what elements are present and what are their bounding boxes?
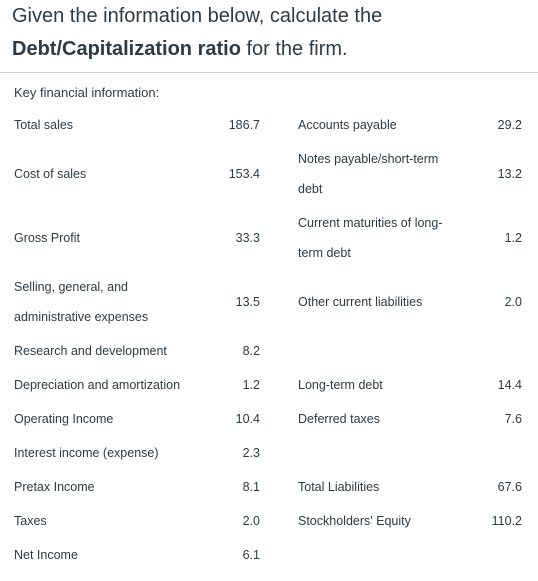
balance-label-current-maturities-line-1: Current maturities of long- bbox=[298, 216, 443, 230]
table-caption: Key financial information: bbox=[14, 85, 160, 100]
question-text: Given the information below, calculate t… bbox=[12, 0, 382, 66]
income-label-taxes: Taxes bbox=[14, 514, 47, 528]
question-emphasis: Debt/Capitalization ratio bbox=[12, 38, 241, 60]
income-label-total-sales: Total sales bbox=[14, 118, 74, 132]
income-label-sga-line-2: administrative expenses bbox=[14, 310, 149, 324]
income-value-gross-profit: 33.3 bbox=[235, 231, 260, 245]
balance-value-long-term-debt: 14.4 bbox=[497, 378, 522, 392]
income-value-taxes: 2.0 bbox=[242, 514, 260, 528]
balance-value-deferred-taxes: 7.6 bbox=[504, 412, 522, 426]
balance-label-current-maturities-line-2: term debt bbox=[298, 246, 351, 260]
balance-label-long-term-debt: Long-term debt bbox=[298, 378, 383, 392]
balance-value-stockholders-equity: 110.2 bbox=[491, 514, 522, 528]
balance-value-other-current: 2.0 bbox=[504, 295, 522, 309]
income-value-sga: 13.5 bbox=[235, 295, 260, 309]
financial-table: Key financial information: Total sales C… bbox=[0, 72, 538, 581]
balance-label-other-current: Other current liabilities bbox=[298, 295, 423, 309]
balance-label-notes-payable-line-2: debt bbox=[298, 182, 323, 196]
balance-label-deferred-taxes: Deferred taxes bbox=[298, 412, 380, 426]
question-suffix: for the firm. bbox=[240, 38, 348, 60]
income-label-depreciation: Depreciation and amortization bbox=[14, 378, 181, 392]
income-value-pretax: 8.1 bbox=[242, 480, 260, 494]
question-line-2: Debt/Capitalization ratio for the firm. bbox=[12, 33, 382, 66]
income-label-sga-line-1: Selling, general, and bbox=[14, 280, 128, 294]
balance-label-stockholders-equity: Stockholders' Equity bbox=[298, 514, 411, 528]
balance-label-total-liabilities: Total Liabilities bbox=[298, 480, 380, 494]
balance-value-current-maturities: 1.2 bbox=[504, 231, 522, 245]
income-label-interest: Interest income (expense) bbox=[14, 446, 159, 460]
income-value-operating-income: 10.4 bbox=[235, 412, 260, 426]
income-value-depreciation: 1.2 bbox=[242, 378, 260, 392]
income-value-cost-of-sales: 153.4 bbox=[228, 167, 260, 181]
question-line-1: Given the information below, calculate t… bbox=[12, 5, 383, 27]
income-label-operating-income: Operating Income bbox=[14, 412, 114, 426]
income-label-net-income: Net Income bbox=[14, 548, 78, 562]
income-value-net-income: 6.1 bbox=[242, 548, 260, 562]
balance-value-accounts-payable: 29.2 bbox=[497, 118, 522, 132]
income-value-r-and-d: 8.2 bbox=[242, 344, 260, 358]
balance-label-notes-payable-line-1: Notes payable/short-term bbox=[298, 152, 439, 166]
balance-value-notes-payable: 13.2 bbox=[497, 167, 522, 181]
balance-value-total-liabilities: 67.6 bbox=[497, 480, 522, 494]
income-label-cost-of-sales: Cost of sales bbox=[14, 167, 87, 181]
income-label-gross-profit: Gross Profit bbox=[14, 231, 80, 245]
balance-label-accounts-payable: Accounts payable bbox=[298, 118, 397, 132]
income-value-total-sales: 186.7 bbox=[228, 118, 260, 132]
income-value-interest: 2.3 bbox=[242, 446, 260, 460]
income-label-r-and-d: Research and development bbox=[14, 344, 167, 358]
income-label-pretax: Pretax Income bbox=[14, 480, 95, 494]
